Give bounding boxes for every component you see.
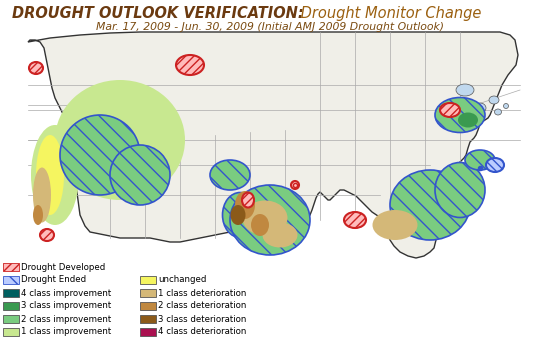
Ellipse shape xyxy=(40,229,54,241)
Ellipse shape xyxy=(242,201,287,236)
Text: Drought Monitor Change: Drought Monitor Change xyxy=(296,6,481,20)
Ellipse shape xyxy=(31,125,79,225)
Ellipse shape xyxy=(230,185,310,255)
Text: 2 class improvement: 2 class improvement xyxy=(21,314,111,323)
Text: Drought Ended: Drought Ended xyxy=(21,276,86,285)
Ellipse shape xyxy=(456,84,474,96)
Ellipse shape xyxy=(458,112,478,127)
Ellipse shape xyxy=(344,212,366,228)
Ellipse shape xyxy=(60,115,140,195)
Text: DROUGHT OUTLOOK VERIFICATION:: DROUGHT OUTLOOK VERIFICATION: xyxy=(12,6,303,20)
Bar xyxy=(3,276,19,284)
Ellipse shape xyxy=(503,103,509,109)
Bar xyxy=(3,289,19,297)
Text: 3 class deterioration: 3 class deterioration xyxy=(158,314,246,323)
Ellipse shape xyxy=(33,205,43,225)
Text: Mar. 17, 2009 - Jun. 30, 2009 (Initial AMJ 2009 Drought Outlook): Mar. 17, 2009 - Jun. 30, 2009 (Initial A… xyxy=(96,22,444,32)
Ellipse shape xyxy=(242,193,254,208)
Ellipse shape xyxy=(235,191,255,219)
Ellipse shape xyxy=(373,210,417,240)
Ellipse shape xyxy=(222,193,258,237)
Ellipse shape xyxy=(251,214,269,236)
Ellipse shape xyxy=(390,170,470,240)
Ellipse shape xyxy=(474,103,486,113)
Bar xyxy=(3,263,19,271)
Ellipse shape xyxy=(33,168,51,222)
Ellipse shape xyxy=(486,158,504,172)
Ellipse shape xyxy=(495,109,502,115)
Text: 3 class improvement: 3 class improvement xyxy=(21,302,111,311)
Ellipse shape xyxy=(231,205,246,225)
Bar xyxy=(3,328,19,336)
Ellipse shape xyxy=(36,135,64,215)
Ellipse shape xyxy=(29,62,43,74)
Ellipse shape xyxy=(291,181,299,189)
Text: 1 class improvement: 1 class improvement xyxy=(21,328,111,337)
Ellipse shape xyxy=(55,80,185,200)
Ellipse shape xyxy=(435,162,485,218)
Bar xyxy=(140,315,156,323)
Ellipse shape xyxy=(176,55,204,75)
Text: 2 class deterioration: 2 class deterioration xyxy=(158,302,246,311)
Bar xyxy=(140,328,156,336)
Bar xyxy=(140,289,156,297)
Ellipse shape xyxy=(465,150,495,170)
Ellipse shape xyxy=(210,160,250,190)
Text: 1 class deterioration: 1 class deterioration xyxy=(158,288,246,297)
Bar xyxy=(3,315,19,323)
Ellipse shape xyxy=(440,103,460,117)
Polygon shape xyxy=(28,32,518,258)
Bar xyxy=(140,302,156,310)
Ellipse shape xyxy=(489,96,499,104)
Text: 4 class improvement: 4 class improvement xyxy=(21,288,111,297)
Ellipse shape xyxy=(262,222,298,247)
Ellipse shape xyxy=(435,98,485,133)
Text: unchanged: unchanged xyxy=(158,276,206,285)
Bar xyxy=(140,276,156,284)
Ellipse shape xyxy=(110,145,170,205)
Text: 4 class deterioration: 4 class deterioration xyxy=(158,328,246,337)
Bar xyxy=(3,302,19,310)
Text: Drought Developed: Drought Developed xyxy=(21,262,105,271)
